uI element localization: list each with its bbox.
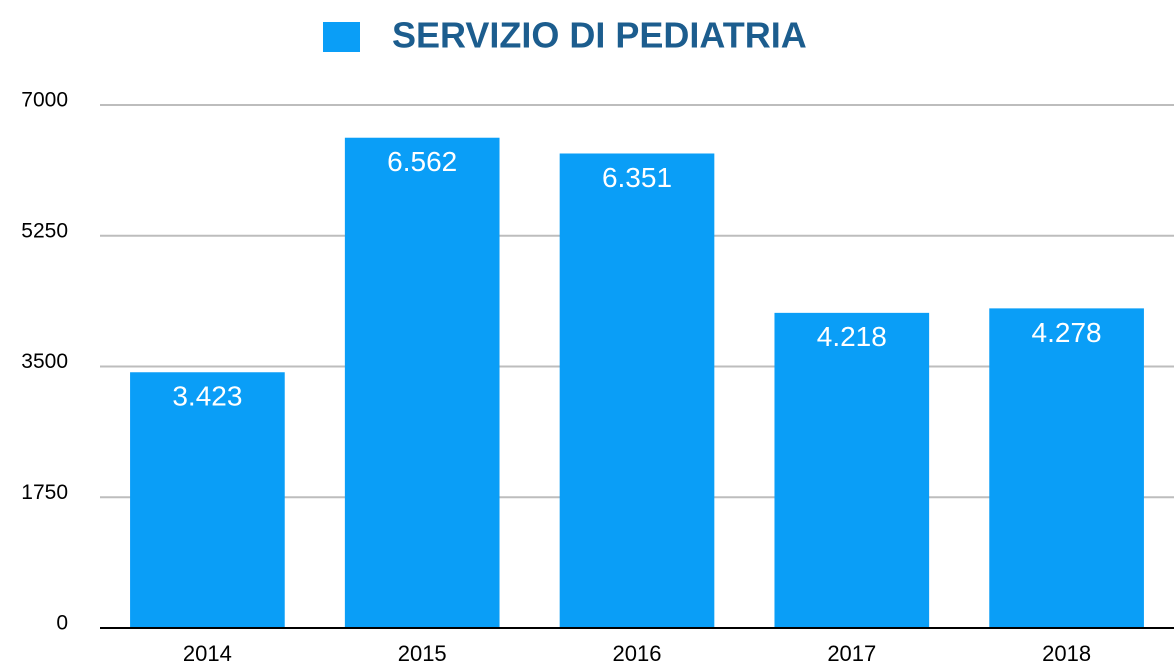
x-tick-label: 2018	[1042, 641, 1091, 666]
y-tick-label: 5250	[21, 219, 68, 242]
data-label: 6.562	[387, 146, 457, 177]
x-tick-label: 2015	[398, 641, 447, 666]
y-tick-label: 1750	[21, 481, 68, 504]
legend-swatch	[323, 22, 360, 52]
data-label: 4.278	[1032, 317, 1102, 348]
data-label: 6.351	[602, 162, 672, 193]
data-label: 3.423	[172, 381, 242, 412]
bar	[344, 137, 500, 628]
bar	[559, 153, 715, 629]
y-tick-label: 0	[56, 612, 68, 635]
x-tick-label: 2014	[183, 641, 232, 666]
legend-label: SERVIZIO DI PEDIATRIA	[392, 15, 807, 56]
bar	[774, 312, 930, 628]
data-label: 4.218	[817, 321, 887, 352]
bar	[130, 372, 285, 628]
y-tick-label: 7000	[21, 89, 68, 112]
x-tick-label: 2016	[613, 641, 662, 666]
x-tick-label: 2017	[827, 641, 876, 666]
bar	[989, 308, 1144, 628]
y-tick-label: 3500	[21, 350, 68, 373]
